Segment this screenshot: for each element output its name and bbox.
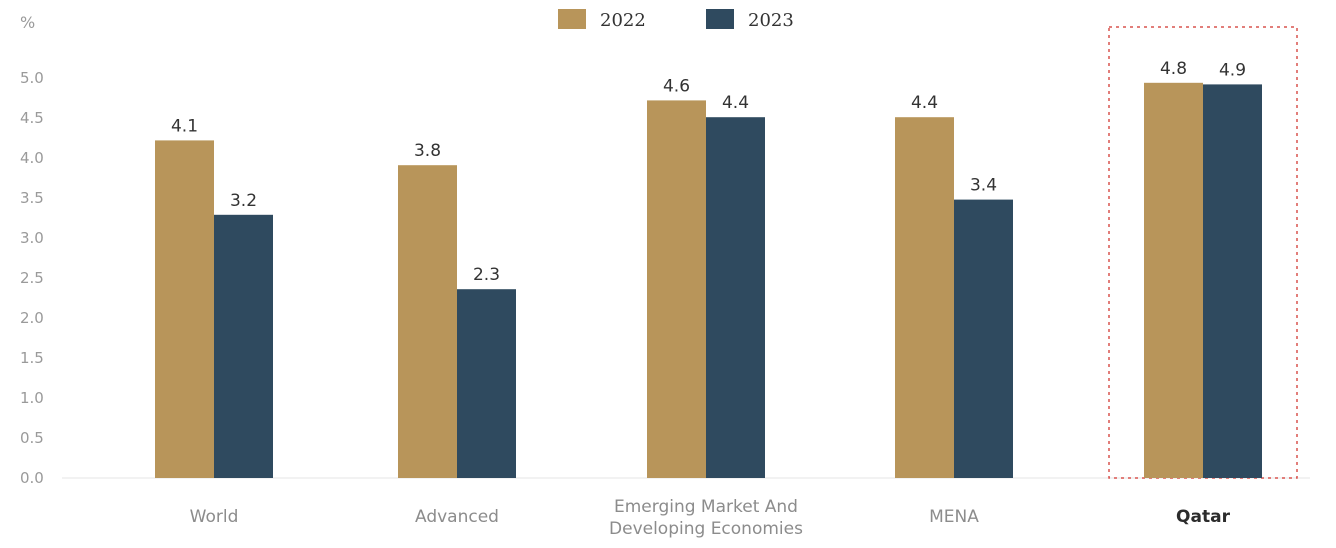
value-label-2023-1: 2.3 [473,265,500,285]
legend-label-2022: 2022 [600,10,646,31]
value-label-2022-1: 3.8 [414,141,441,161]
bar-2023-1 [457,289,516,478]
bars [155,82,1262,479]
value-label-2022-0: 4.1 [171,116,198,136]
y-tick-label-0: 0.0 [20,469,44,487]
legend-swatch-2022 [558,9,586,29]
bar-2022-2 [647,100,706,479]
value-label-2022-2: 4.6 [663,76,690,96]
legend-swatch-2023 [706,9,734,29]
qatar-highlight-box [1108,26,1298,479]
y-tick-label-3: 1.5 [20,349,44,367]
bar-2023-0 [214,214,273,479]
bar-2022-0 [155,140,214,478]
y-tick-label-9: 4.5 [20,109,44,127]
value-label-2023-4: 4.9 [1219,60,1246,80]
value-label-2022-3: 4.4 [911,93,938,113]
value-label-2023-2: 4.4 [722,93,749,113]
y-tick-label-5: 2.5 [20,269,44,287]
x-label-2-line-0: Emerging Market And [614,497,798,517]
y-axis-ticks: 0.0 0.5 1.0 1.5 2.0 2.5 3.0 3.5 4.0 4.5 5.0 [20,69,44,487]
y-tick-label-2: 1.0 [20,389,44,407]
legend-label-2023: 2023 [748,10,794,31]
y-tick-label-1: 0.5 [20,429,44,447]
x-label-4-line-0: Qatar [1176,507,1231,527]
y-tick-label-7: 3.5 [20,189,44,207]
y-axis-unit-label: % [20,13,35,32]
x-axis-labels: World Advanced Emerging Market AndDevelopi… [190,497,1231,539]
bar-2022-4 [1144,82,1203,479]
bar-2023-3 [954,199,1013,478]
y-tick-label-6: 3.0 [20,229,44,247]
x-label-3-line-0: MENA [929,507,979,527]
bar-2023-2 [706,117,765,478]
value-label-2023-0: 3.2 [230,191,257,211]
x-label-0-line-0: World [190,507,239,527]
x-label-1-line-0: Advanced [415,507,499,527]
value-labels: 4.1 3.2 3.8 2.3 4.6 4.4 4.4 3.4 4.8 4.9 [171,59,1246,285]
value-label-2023-3: 3.4 [970,176,997,196]
value-label-2022-4: 4.8 [1160,59,1187,79]
y-tick-label-4: 2.0 [20,309,44,327]
y-tick-label-8: 4.0 [20,149,44,167]
x-label-2-line-1: Developing Economies [609,519,803,539]
bar-2023-4 [1203,84,1262,479]
y-tick-label-10: 5.0 [20,69,44,87]
legend: 2022 2023 [558,9,794,31]
bar-2022-3 [895,117,954,478]
bar-2022-1 [398,165,457,478]
